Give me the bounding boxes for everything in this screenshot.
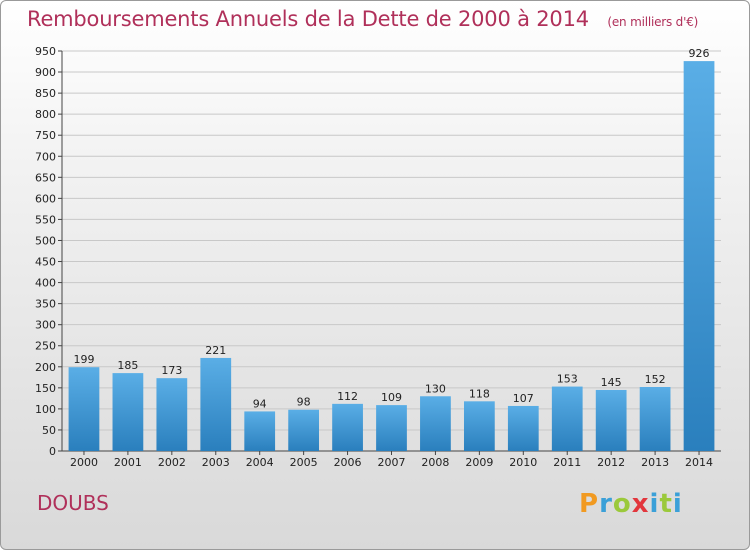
x-tick-label: 2012 [597,456,625,469]
data-label: 153 [557,373,578,386]
y-tick-label: 400 [35,277,56,290]
logo-letter: i [649,489,660,519]
data-label: 185 [117,359,138,372]
logo-letter: P [579,489,600,519]
bar [288,409,320,451]
x-tick-label: 2011 [553,456,581,469]
y-tick-label: 100 [35,403,56,416]
data-label: 221 [205,344,226,357]
logo-letter: t [659,489,673,519]
y-tick-label: 200 [35,361,56,374]
x-tick-label: 2006 [334,456,362,469]
data-label: 94 [253,397,267,410]
bar [551,386,583,451]
chart-unit-label: (en milliers d'€) [607,15,699,29]
data-label: 112 [337,390,358,403]
x-tick-label: 2010 [509,456,537,469]
chart-title: Remboursements Annuels de la Dette de 20… [27,7,698,31]
chart-title-text: Remboursements Annuels de la Dette de 20… [27,7,589,31]
bar [156,378,188,451]
y-tick-label: 500 [35,234,56,247]
y-tick-label: 650 [35,171,56,184]
y-tick-label: 350 [35,298,56,311]
region-name: DOUBS [37,491,109,515]
logo-letter: o [612,489,632,519]
data-label: 926 [689,47,710,60]
x-tick-label: 2000 [70,456,98,469]
y-tick-label: 450 [35,256,56,269]
x-tick-label: 2004 [246,456,274,469]
bar [200,357,232,451]
bar [68,367,100,451]
data-label: 145 [601,376,622,389]
y-tick-label: 550 [35,213,56,226]
data-label: 107 [513,392,534,405]
y-tick-label: 150 [35,382,56,395]
x-tick-label: 2009 [465,456,493,469]
y-tick-label: 850 [35,87,56,100]
bar [683,61,715,452]
data-label: 118 [469,387,490,400]
logo-letter: r [599,489,613,519]
data-label: 109 [381,391,402,404]
x-tick-label: 2007 [378,456,406,469]
y-tick-label: 750 [35,129,56,142]
bar [332,403,363,451]
x-tick-label: 2014 [685,456,713,469]
x-tick-label: 2008 [421,456,449,469]
bar [376,405,407,451]
bar [244,411,276,451]
bar [595,389,627,451]
bars [68,61,715,452]
y-tick-label: 50 [42,424,56,437]
bar [463,401,495,451]
x-tick-label: 2001 [114,456,142,469]
bar [639,387,671,451]
x-tick-label: 2002 [158,456,186,469]
y-tick-label: 950 [35,45,56,58]
data-label: 98 [297,396,311,409]
y-tick-label: 600 [35,192,56,205]
x-tick-label: 2003 [202,456,230,469]
bar [420,396,451,451]
x-tick-label: 2005 [290,456,318,469]
bar [507,405,539,451]
y-tick-label: 0 [49,445,56,458]
y-tick-label: 250 [35,340,56,353]
y-tick-label: 800 [35,108,56,121]
data-labels: 199 185 173 221 94 98 112 109 130 118 107 153 145 152… [73,47,709,410]
x-tick-label: 2013 [641,456,669,469]
bar [112,373,144,451]
logo-letter: x [631,489,650,519]
data-label: 199 [73,353,94,366]
logo-letter: i [672,489,683,519]
y-tick-label: 300 [35,319,56,332]
proxiti-logo[interactable]: Proxiti [579,489,683,519]
data-label: 173 [161,364,182,377]
y-tick-label: 900 [35,66,56,79]
data-label: 130 [425,382,446,395]
data-label: 152 [645,373,666,386]
y-tick-label: 700 [35,150,56,163]
